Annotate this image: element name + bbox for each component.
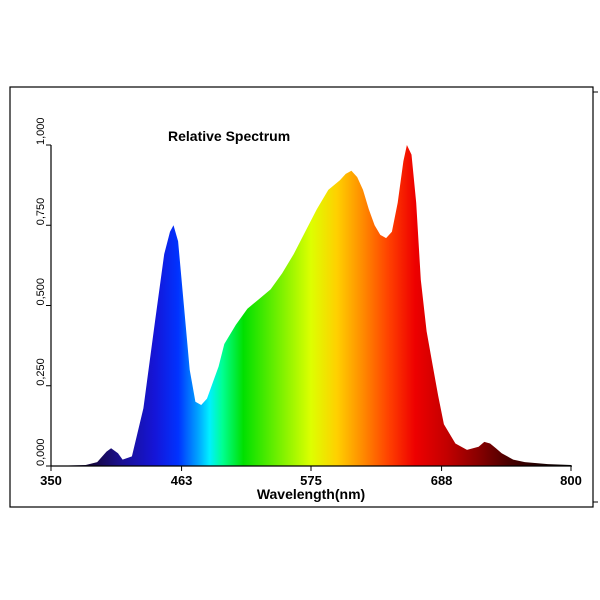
y-tick-label: 1,000 (35, 117, 47, 145)
x-tick-label: 575 (300, 473, 322, 488)
chart-title: Relative Spectrum (168, 128, 290, 144)
y-tick-label: 0,250 (35, 358, 47, 386)
x-tick-label: 350 (40, 473, 62, 488)
plot-border (9, 86, 594, 508)
x-axis-ticks: 350 463 575 688 800 (40, 466, 582, 488)
y-tick-label: 0,500 (35, 278, 47, 306)
y-tick-label: 0,750 (35, 198, 47, 226)
x-tick-label: 800 (560, 473, 582, 488)
x-axis-label: Wavelength(nm) (257, 486, 365, 502)
x-tick-label: 463 (171, 473, 193, 488)
y-tick-label: 0,000 (35, 438, 47, 466)
x-tick-label: 688 (431, 473, 453, 488)
spectrum-area (51, 145, 571, 466)
y-axis-ticks: 0,000 0,250 0,500 0,750 1,000 (35, 117, 51, 467)
